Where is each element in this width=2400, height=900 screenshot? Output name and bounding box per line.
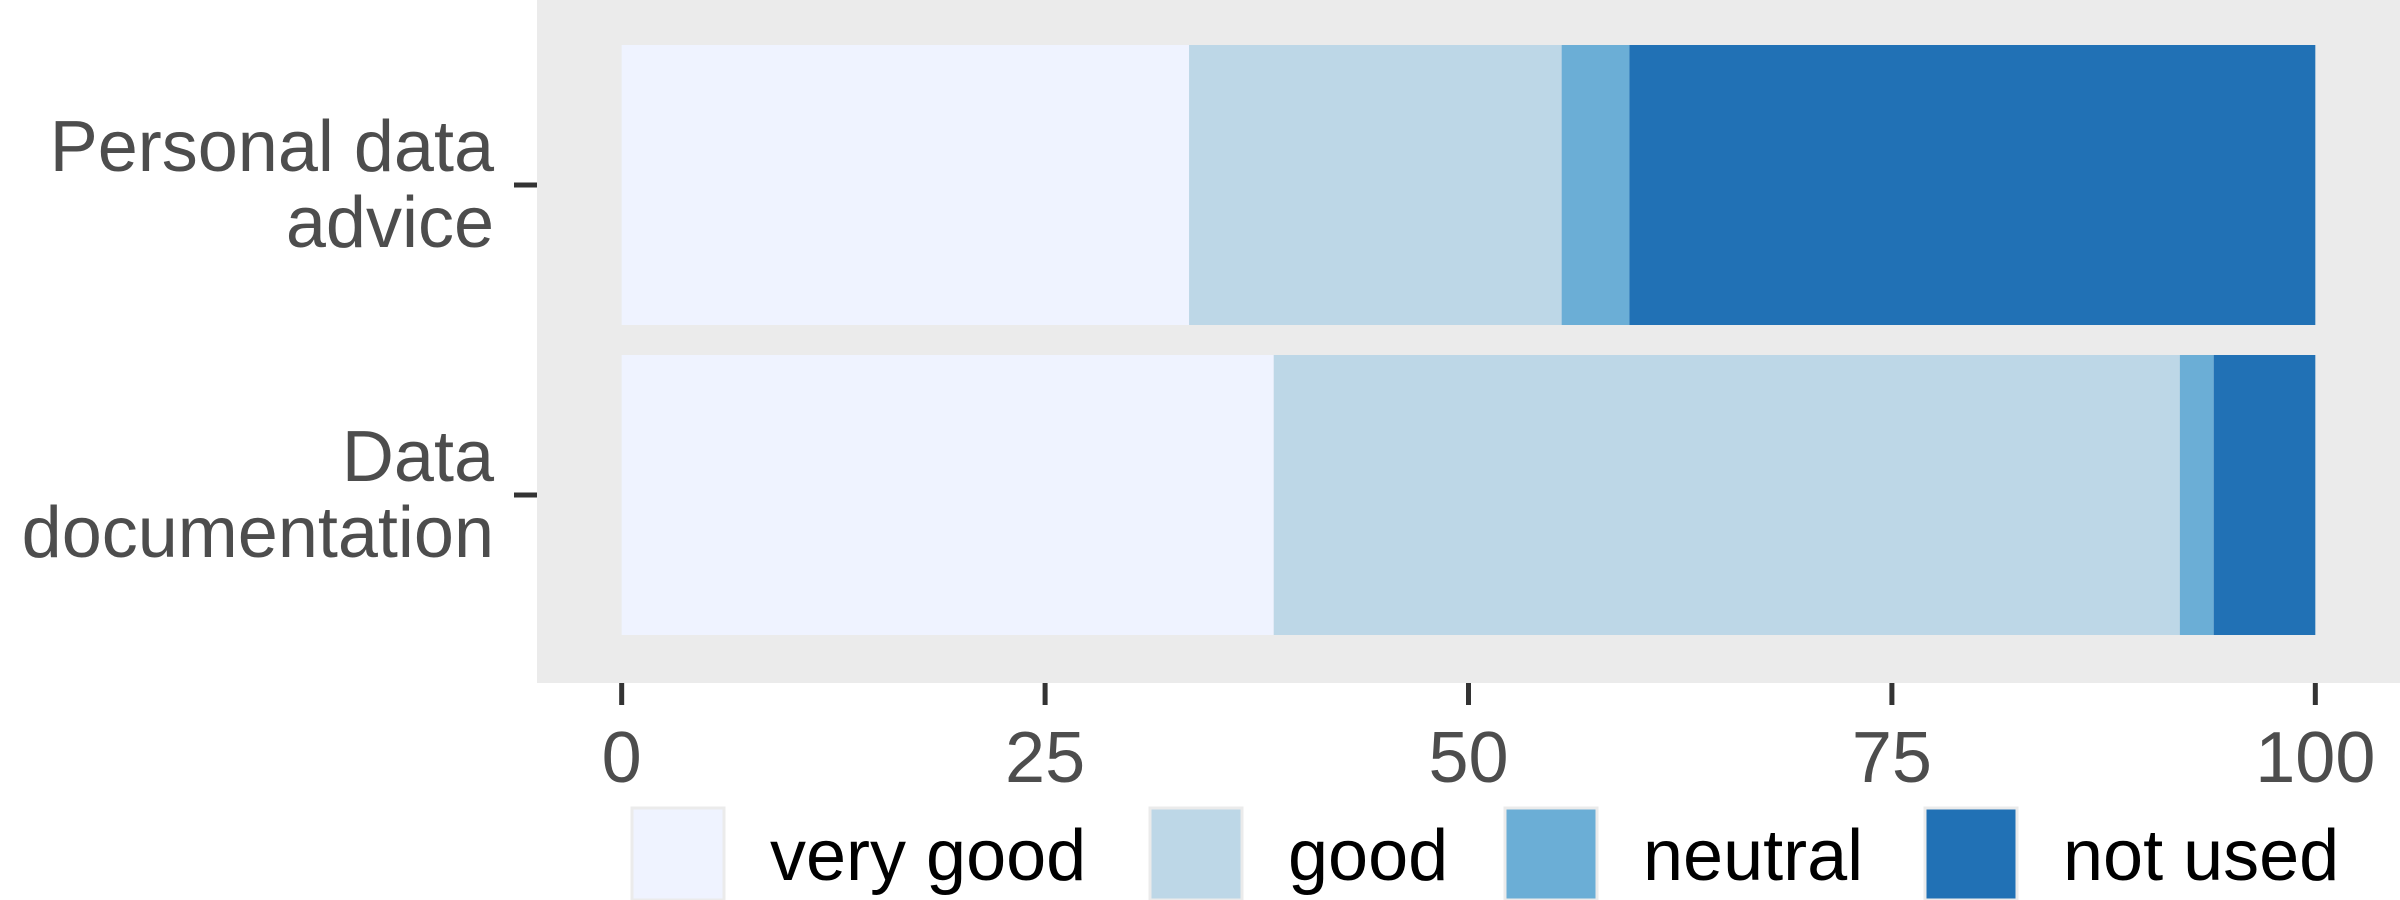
bar-segment-very-good-1 xyxy=(621,45,1190,325)
legend-key-good xyxy=(1148,806,1244,900)
legend-label: not used xyxy=(2063,816,2339,896)
x-tick-label: 25 xyxy=(1005,718,1085,798)
legend: very good good neutral not used xyxy=(630,806,2339,900)
legend-key-very-good xyxy=(630,806,726,900)
bar-segment-good-1 xyxy=(1189,45,1562,325)
legend-key-not-used xyxy=(1923,806,2019,900)
x-tick-label: 100 xyxy=(2255,718,2375,798)
x-tick-label: 0 xyxy=(602,718,642,798)
bar-segment-neutral-1 xyxy=(1561,45,1630,325)
y-category-label: Personal data advice xyxy=(50,107,495,263)
bar-segment-not-used-2 xyxy=(2213,355,2316,635)
y-axis: Personal data advice Data documentation xyxy=(22,107,537,573)
x-axis: 0 25 50 75 100 xyxy=(602,683,2375,798)
legend-label: good xyxy=(1288,816,1448,896)
bar-segment-not-used-1 xyxy=(1629,45,2316,325)
bar-segment-very-good-2 xyxy=(621,355,1274,635)
bar-segment-neutral-2 xyxy=(2179,355,2214,635)
y-category-label: Data documentation xyxy=(22,417,495,573)
bars-group xyxy=(621,45,2316,635)
legend-label: very good xyxy=(770,816,1086,896)
legend-key-neutral xyxy=(1503,806,1599,900)
legend-label: neutral xyxy=(1643,816,1863,896)
x-tick-label: 75 xyxy=(1852,718,1932,798)
x-tick-label: 50 xyxy=(1428,718,1508,798)
bar-segment-good-2 xyxy=(1273,355,2180,635)
